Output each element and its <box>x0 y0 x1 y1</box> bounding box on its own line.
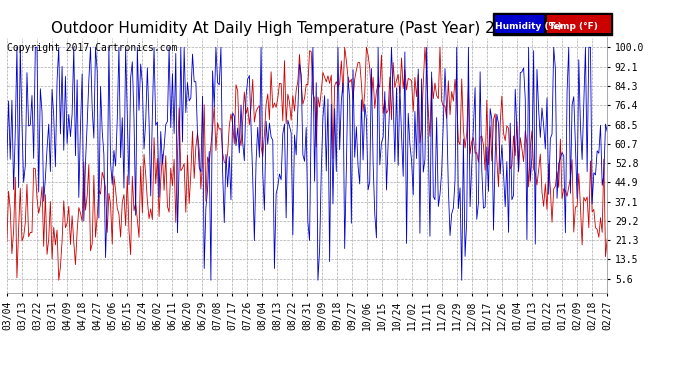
Text: Temp (°F): Temp (°F) <box>549 22 598 31</box>
Text: Copyright 2017 Cartronics.com: Copyright 2017 Cartronics.com <box>7 43 177 52</box>
Title: Outdoor Humidity At Daily High Temperature (Past Year) 20170304: Outdoor Humidity At Daily High Temperatu… <box>52 21 562 36</box>
Text: Humidity (%): Humidity (%) <box>495 22 562 31</box>
